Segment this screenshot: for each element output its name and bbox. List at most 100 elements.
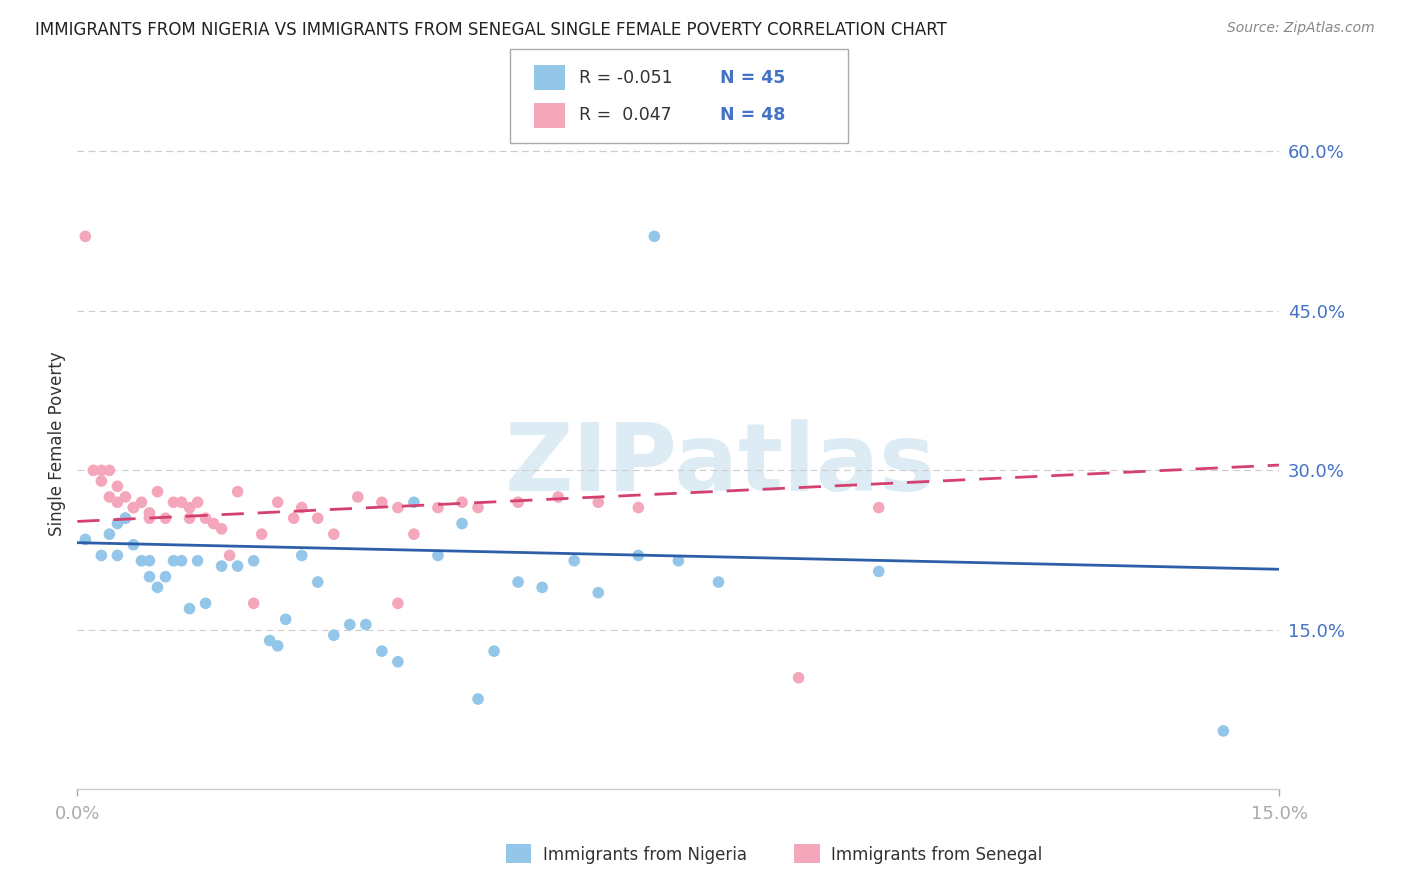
Point	[274, 612, 297, 626]
Point	[187, 554, 209, 568]
Point	[107, 516, 129, 531]
Point	[122, 538, 145, 552]
Point	[868, 565, 890, 579]
Point	[668, 554, 690, 568]
Point	[508, 495, 530, 509]
Point	[75, 229, 97, 244]
Point	[162, 495, 184, 509]
Text: ZIPatlas: ZIPatlas	[505, 418, 936, 510]
Point	[387, 500, 409, 515]
Point	[547, 490, 569, 504]
Point	[242, 554, 264, 568]
Point	[82, 463, 104, 477]
Point	[451, 495, 474, 509]
Text: IMMIGRANTS FROM NIGERIA VS IMMIGRANTS FROM SENEGAL SINGLE FEMALE POVERTY CORRELA: IMMIGRANTS FROM NIGERIA VS IMMIGRANTS FR…	[35, 21, 948, 38]
Point	[707, 575, 730, 590]
Point	[98, 527, 121, 541]
Point	[291, 549, 314, 563]
Text: R =  0.047: R = 0.047	[579, 106, 672, 124]
Point	[371, 644, 394, 658]
Point	[179, 500, 201, 515]
Text: Source: ZipAtlas.com: Source: ZipAtlas.com	[1227, 21, 1375, 35]
Point	[90, 549, 112, 563]
Point	[155, 511, 177, 525]
Point	[146, 484, 169, 499]
Point	[627, 549, 650, 563]
Point	[138, 506, 160, 520]
Point	[322, 628, 344, 642]
Point	[179, 601, 201, 615]
Point	[482, 644, 505, 658]
Point	[531, 580, 554, 594]
Point	[107, 479, 129, 493]
Point	[467, 692, 489, 706]
Point	[643, 229, 665, 244]
Point	[211, 559, 233, 574]
Point	[354, 617, 377, 632]
Point	[307, 575, 329, 590]
Point	[187, 495, 209, 509]
Point	[107, 495, 129, 509]
Point	[194, 596, 217, 610]
Point	[107, 549, 129, 563]
Point	[588, 495, 610, 509]
Point	[322, 527, 344, 541]
Y-axis label: Single Female Poverty: Single Female Poverty	[48, 351, 66, 536]
Point	[226, 559, 249, 574]
Point	[202, 516, 225, 531]
Point	[291, 500, 314, 515]
Point	[250, 527, 273, 541]
Point	[122, 500, 145, 515]
Point	[451, 516, 474, 531]
Point	[179, 511, 201, 525]
Point	[259, 633, 281, 648]
Point	[627, 500, 650, 515]
Point	[226, 484, 249, 499]
Point	[402, 495, 425, 509]
Point	[427, 549, 450, 563]
Point	[155, 570, 177, 584]
Text: N = 48: N = 48	[720, 106, 785, 124]
Point	[170, 554, 193, 568]
Point	[98, 490, 121, 504]
Point	[138, 554, 160, 568]
Point	[90, 474, 112, 488]
Point	[339, 617, 361, 632]
Text: N = 45: N = 45	[720, 69, 785, 87]
Text: R = -0.051: R = -0.051	[579, 69, 673, 87]
Point	[402, 527, 425, 541]
Point	[114, 511, 136, 525]
Point	[131, 554, 153, 568]
Point	[114, 511, 136, 525]
Point	[98, 463, 121, 477]
Point	[138, 570, 160, 584]
Point	[427, 500, 450, 515]
Text: Immigrants from Senegal: Immigrants from Senegal	[831, 846, 1042, 863]
Point	[1212, 723, 1234, 738]
Point	[122, 500, 145, 515]
Point	[242, 596, 264, 610]
Point	[90, 463, 112, 477]
Point	[138, 511, 160, 525]
Point	[146, 580, 169, 594]
Point	[562, 554, 585, 568]
Point	[371, 495, 394, 509]
Point	[218, 549, 240, 563]
Point	[508, 575, 530, 590]
Point	[114, 490, 136, 504]
Point	[170, 495, 193, 509]
Point	[588, 585, 610, 599]
Point	[387, 596, 409, 610]
Point	[467, 500, 489, 515]
Point	[131, 495, 153, 509]
Point	[211, 522, 233, 536]
Point	[347, 490, 370, 504]
Point	[868, 500, 890, 515]
Point	[162, 554, 184, 568]
Text: Immigrants from Nigeria: Immigrants from Nigeria	[543, 846, 747, 863]
Point	[387, 655, 409, 669]
Point	[787, 671, 810, 685]
Point	[194, 511, 217, 525]
Point	[75, 533, 97, 547]
Point	[267, 639, 290, 653]
